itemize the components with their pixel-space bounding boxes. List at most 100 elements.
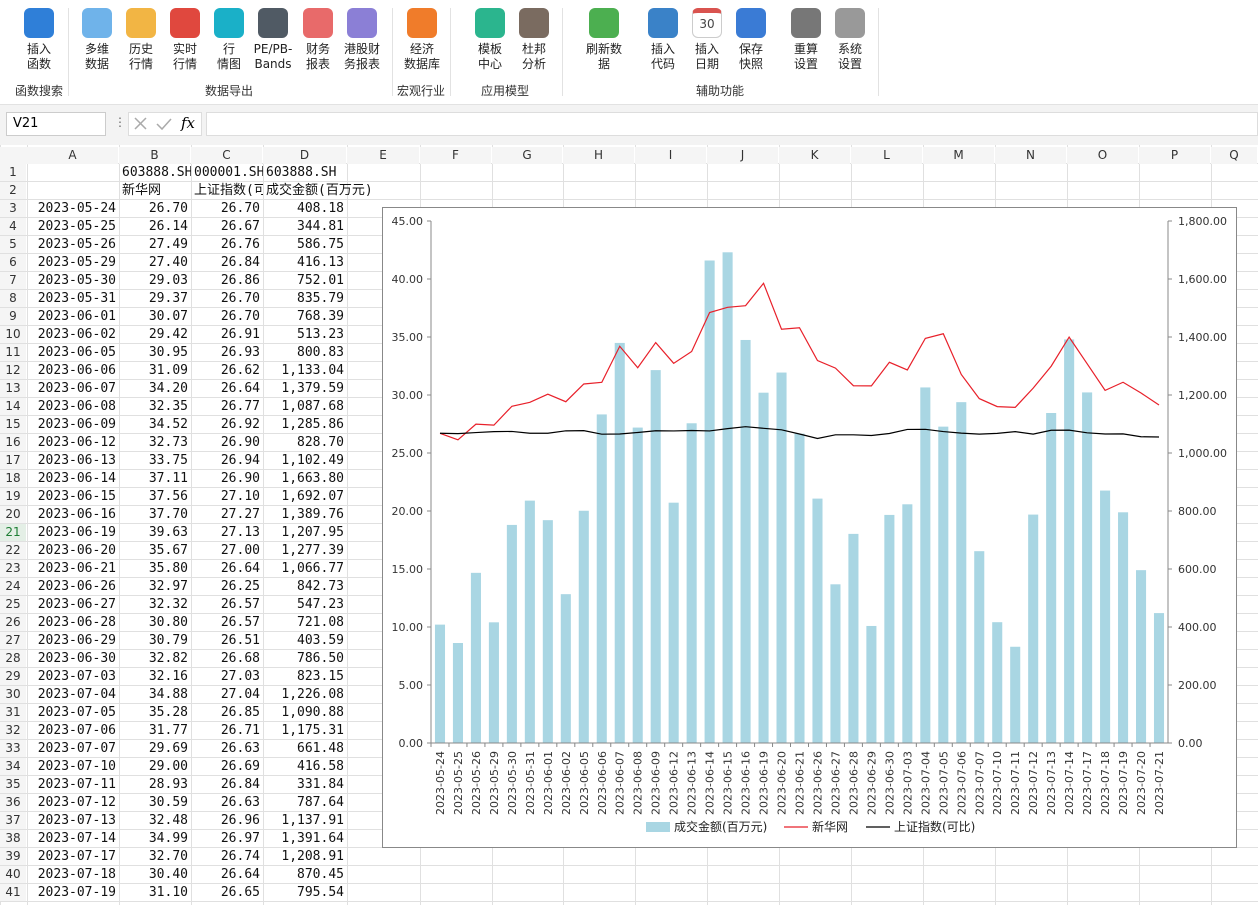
row-header[interactable]: 26 xyxy=(0,614,26,631)
cell[interactable]: 1,663.80 xyxy=(281,471,344,486)
cancel-icon[interactable] xyxy=(134,117,147,130)
function-icon[interactable]: fx xyxy=(181,114,196,132)
row-header[interactable]: 41 xyxy=(0,884,26,901)
row-header[interactable]: 1 xyxy=(0,164,26,181)
cell[interactable]: 26.76 xyxy=(220,237,260,252)
cell[interactable]: 1,175.31 xyxy=(281,723,344,738)
cell[interactable]: 26.91 xyxy=(220,327,260,342)
cell[interactable]: 800.83 xyxy=(297,345,344,360)
cell[interactable]: 26.84 xyxy=(220,777,260,792)
cell[interactable]: 2023-07-10 xyxy=(37,759,116,774)
cell[interactable]: 586.75 xyxy=(297,237,344,252)
column-header[interactable]: J xyxy=(707,147,778,164)
column-header[interactable]: P xyxy=(1139,147,1210,164)
cell[interactable]: 27.27 xyxy=(220,507,260,522)
cell[interactable]: 35.67 xyxy=(148,543,188,558)
cell[interactable]: 2023-06-26 xyxy=(37,579,116,594)
cell[interactable]: 32.70 xyxy=(148,849,188,864)
row-header[interactable]: 36 xyxy=(0,794,26,811)
cell[interactable]: 32.82 xyxy=(148,651,188,666)
cell[interactable]: 26.70 xyxy=(220,201,260,216)
column-header[interactable]: K xyxy=(779,147,850,164)
cell[interactable]: 27.03 xyxy=(220,669,260,684)
cell[interactable]: 26.97 xyxy=(220,831,260,846)
cell[interactable]: 2023-06-08 xyxy=(37,399,116,414)
cell[interactable]: 34.99 xyxy=(148,831,188,846)
cell[interactable]: 842.73 xyxy=(297,579,344,594)
ribbon-button[interactable]: 行情图 xyxy=(205,8,253,72)
column-header[interactable]: A xyxy=(27,147,118,164)
row-header[interactable]: 30 xyxy=(0,686,26,703)
cell[interactable]: 30.59 xyxy=(148,795,188,810)
cell[interactable]: 32.35 xyxy=(148,399,188,414)
ribbon-button[interactable]: 刷新数据 xyxy=(580,8,628,72)
cell[interactable]: 26.86 xyxy=(220,273,260,288)
row-header[interactable]: 2 xyxy=(0,182,26,199)
cell[interactable]: 1,389.76 xyxy=(281,507,344,522)
cell[interactable]: 35.28 xyxy=(148,705,188,720)
ribbon-button[interactable]: 模板 中心 xyxy=(466,8,514,72)
ribbon-button[interactable]: 经济 数据库 xyxy=(398,8,446,72)
cell[interactable]: 344.81 xyxy=(297,219,344,234)
cell[interactable]: 29.00 xyxy=(148,759,188,774)
cell[interactable]: 2023-07-05 xyxy=(37,705,116,720)
cell[interactable]: 27.49 xyxy=(148,237,188,252)
cell[interactable]: 26.74 xyxy=(220,849,260,864)
row-header[interactable]: 18 xyxy=(0,470,26,487)
cell[interactable]: 1,277.39 xyxy=(281,543,344,558)
cell[interactable]: 2023-06-30 xyxy=(37,651,116,666)
cell[interactable]: 1,207.95 xyxy=(281,525,344,540)
row-header[interactable]: 17 xyxy=(0,452,26,469)
cell[interactable]: 1,133.04 xyxy=(281,363,344,378)
row-header[interactable]: 29 xyxy=(0,668,26,685)
cell[interactable]: 26.92 xyxy=(220,417,260,432)
cell[interactable]: 1,226.08 xyxy=(281,687,344,702)
cell[interactable]: 2023-06-20 xyxy=(37,543,116,558)
row-header[interactable]: 21 xyxy=(0,524,26,541)
cell[interactable]: 2023-07-19 xyxy=(37,885,116,900)
cell[interactable]: 2023-05-30 xyxy=(37,273,116,288)
cell[interactable]: 26.63 xyxy=(220,741,260,756)
cell[interactable]: 26.64 xyxy=(220,561,260,576)
ribbon-button[interactable]: 杜邦 分析 xyxy=(510,8,558,72)
column-header[interactable]: C xyxy=(191,147,262,164)
cell[interactable]: 30.80 xyxy=(148,615,188,630)
row-header[interactable]: 31 xyxy=(0,704,26,721)
cell[interactable]: 2023-07-11 xyxy=(37,777,116,792)
cell[interactable]: 786.50 xyxy=(297,651,344,666)
cell[interactable]: 2023-06-09 xyxy=(37,417,116,432)
cell[interactable]: 1,090.88 xyxy=(281,705,344,720)
row-header[interactable]: 34 xyxy=(0,758,26,775)
cell[interactable]: 416.58 xyxy=(297,759,344,774)
cell[interactable]: 2023-07-12 xyxy=(37,795,116,810)
cell[interactable]: 603888.SH xyxy=(122,165,191,180)
cell[interactable]: 2023-07-13 xyxy=(37,813,116,828)
ribbon-button[interactable]: 系统 设置 xyxy=(826,8,874,72)
row-header[interactable]: 3 xyxy=(0,200,26,217)
cell[interactable]: 1,379.59 xyxy=(281,381,344,396)
cell[interactable]: 1,102.49 xyxy=(281,453,344,468)
row-header[interactable]: 16 xyxy=(0,434,26,451)
cell[interactable]: 35.80 xyxy=(148,561,188,576)
cell[interactable]: 2023-06-13 xyxy=(37,453,116,468)
cell[interactable]: 37.11 xyxy=(148,471,188,486)
cell[interactable]: 26.68 xyxy=(220,651,260,666)
cell[interactable]: 2023-06-07 xyxy=(37,381,116,396)
cell[interactable]: 768.39 xyxy=(297,309,344,324)
column-header[interactable]: Q xyxy=(1211,147,1257,164)
cell[interactable]: 26.96 xyxy=(220,813,260,828)
cell[interactable]: 26.64 xyxy=(220,381,260,396)
column-header[interactable]: H xyxy=(563,147,634,164)
column-header[interactable]: N xyxy=(995,147,1066,164)
cell[interactable]: 32.73 xyxy=(148,435,188,450)
cell[interactable]: 27.13 xyxy=(220,525,260,540)
formula-input[interactable] xyxy=(206,112,1258,136)
cell[interactable]: 31.77 xyxy=(148,723,188,738)
cell[interactable]: 547.23 xyxy=(297,597,344,612)
column-header[interactable]: M xyxy=(923,147,994,164)
name-box[interactable]: V21 xyxy=(6,112,106,136)
column-header[interactable]: B xyxy=(119,147,190,164)
cell[interactable]: 835.79 xyxy=(297,291,344,306)
cell[interactable]: 26.57 xyxy=(220,615,260,630)
row-header[interactable]: 40 xyxy=(0,866,26,883)
